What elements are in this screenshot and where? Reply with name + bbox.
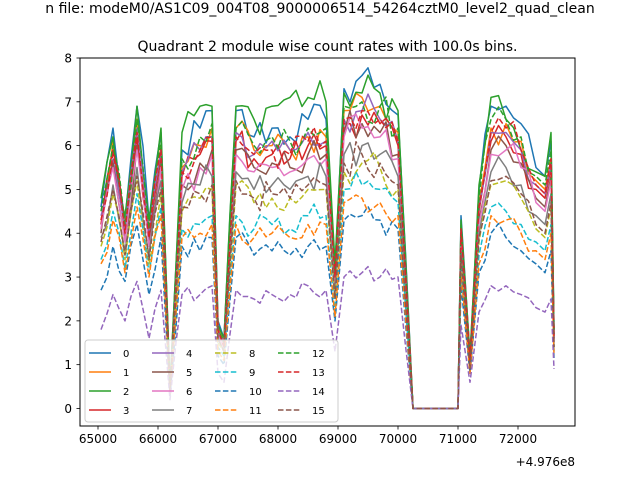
- x-axis-offset-label: +4.976e8: [516, 455, 575, 469]
- legend-label-3: 3: [123, 406, 129, 417]
- legend-label-12: 12: [312, 349, 325, 360]
- x-tick-label: 67000: [199, 432, 237, 446]
- series-line-10: [100, 205, 555, 410]
- x-tick-label: 69000: [319, 432, 357, 446]
- legend-label-9: 9: [249, 368, 255, 379]
- x-tick-label: 65000: [79, 432, 117, 446]
- y-tick-label: 2: [64, 314, 72, 328]
- x-axis: 65000 66000 67000 68000 69000 70000 71000 72000: [79, 426, 537, 446]
- legend-label-14: 14: [312, 387, 325, 398]
- legend-label-5: 5: [186, 368, 192, 379]
- x-tick-label: 66000: [139, 432, 177, 446]
- legend-label-1: 1: [123, 368, 129, 379]
- x-tick-label: 70000: [379, 432, 417, 446]
- y-axis: 0 1 2 3 4 5 6 7 8: [64, 52, 80, 416]
- chart-title: Quadrant 2 module wise count rates with …: [138, 39, 518, 55]
- legend-label-7: 7: [186, 406, 192, 417]
- legend-label-0: 0: [123, 349, 129, 360]
- legend-label-2: 2: [123, 387, 129, 398]
- legend-label-15: 15: [312, 406, 325, 417]
- legend-frame: [84, 339, 339, 423]
- y-tick-label: 5: [64, 183, 72, 197]
- legend-label-6: 6: [186, 387, 192, 398]
- figure-suptitle: n file: modeM0/AS1C09_004T08_9000006514_…: [45, 1, 594, 17]
- y-tick-label: 4: [64, 227, 72, 241]
- legend-label-4: 4: [186, 349, 192, 360]
- y-tick-label: 0: [64, 402, 72, 416]
- legend-label-13: 13: [312, 368, 325, 379]
- x-tick-label: 68000: [259, 432, 297, 446]
- y-tick-label: 1: [64, 358, 72, 372]
- axes-frame: [79, 57, 576, 427]
- y-tick-label: 7: [64, 95, 72, 109]
- legend-label-10: 10: [249, 387, 262, 398]
- x-tick-label: 72000: [499, 432, 537, 446]
- legend-label-8: 8: [249, 349, 255, 360]
- y-tick-label: 8: [64, 52, 72, 66]
- x-tick-label: 71000: [439, 432, 477, 446]
- legend-label-11: 11: [249, 406, 262, 417]
- series-line-13: [100, 109, 555, 410]
- y-tick-label: 3: [64, 271, 72, 285]
- y-tick-label: 6: [64, 139, 72, 153]
